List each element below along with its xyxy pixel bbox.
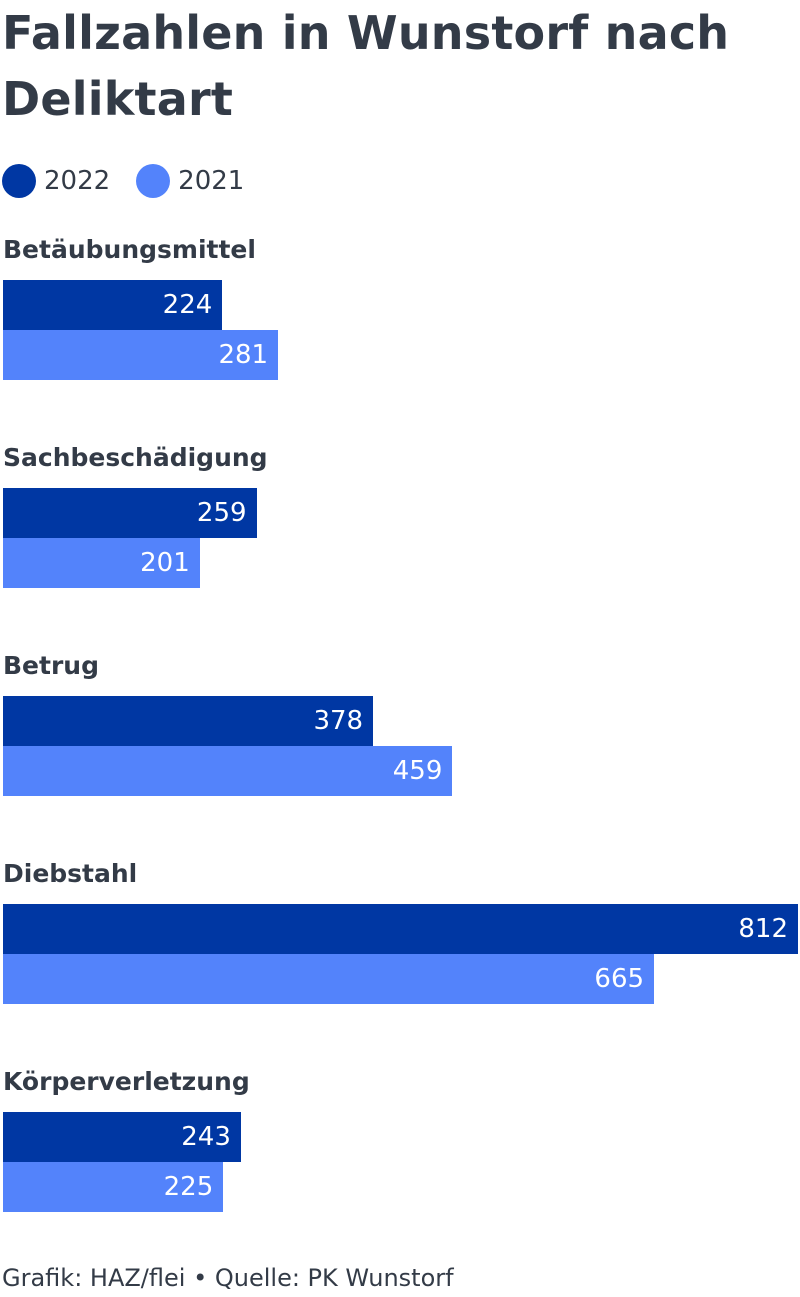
bar-value-label: 665 [594, 964, 645, 994]
bar-2021-cat-2: 459 [3, 746, 453, 796]
bar-value-label: 225 [163, 1172, 214, 1202]
chart-title: Fallzahlen in Wunstorf nach Deliktart [2, 6, 730, 126]
bar-value-label: 281 [218, 340, 269, 370]
bar-value-label: 378 [313, 706, 364, 736]
category-label-0: Betäubungsmittel [3, 235, 256, 264]
legend-label-2022: 2022 [44, 166, 111, 196]
category-label-1: Sachbeschädigung [3, 443, 268, 472]
bar-value-label: 201 [140, 548, 190, 578]
legend: 2022 2021 [2, 162, 270, 200]
bar-2021-cat-4: 225 [3, 1162, 224, 1212]
legend-item-2022: 2022 [2, 164, 110, 198]
bar-2022-cat-2: 378 [3, 696, 374, 746]
bar-2021-cat-1: 201 [3, 538, 200, 588]
bar-value-label: 459 [392, 756, 443, 786]
bar-value-label: 224 [162, 290, 213, 320]
bar-2021-cat-0: 281 [3, 330, 279, 380]
bar-2022-cat-1: 259 [3, 488, 257, 538]
legend-swatch-2021 [136, 164, 171, 198]
bar-2022-cat-0: 224 [3, 280, 223, 330]
category-label-4: Körperverletzung [3, 1067, 250, 1096]
bar-2022-cat-3: 812 [3, 904, 798, 954]
category-label-2: Betrug [3, 651, 99, 680]
source-credit: Grafik: HAZ/flei • Quelle: PK Wunstorf [2, 1264, 454, 1292]
legend-item-2021: 2021 [136, 164, 244, 198]
legend-swatch-2022 [2, 164, 36, 198]
bar-value-label: 243 [181, 1122, 231, 1152]
category-label-3: Diebstahl [3, 859, 138, 888]
bar-2022-cat-4: 243 [3, 1112, 241, 1162]
legend-label-2021: 2021 [178, 166, 245, 196]
bar-2021-cat-3: 665 [3, 954, 655, 1004]
bar-value-label: 259 [196, 498, 247, 528]
bar-value-label: 812 [738, 914, 788, 944]
